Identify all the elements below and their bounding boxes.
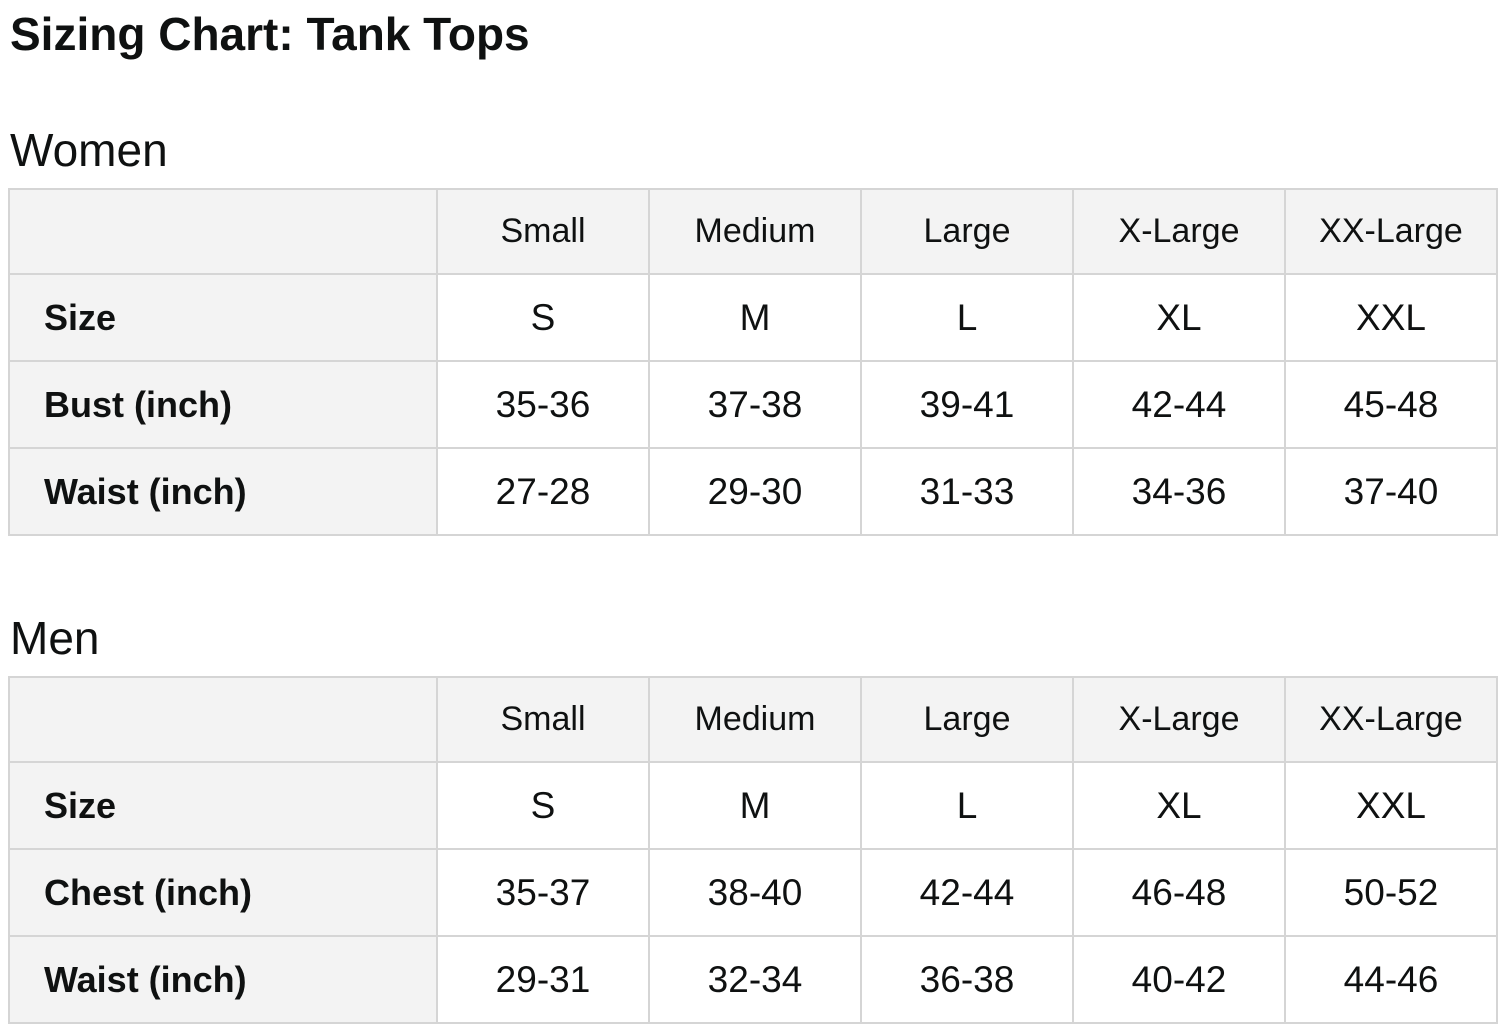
row-label-size: Size — [8, 761, 438, 850]
men-column-header-x-large: X-Large — [1072, 676, 1286, 763]
women-bust-row: Bust (inch) 35-36 37-38 39-41 42-44 45-4… — [8, 360, 1498, 449]
section-heading-men: Men — [10, 612, 100, 664]
table-cell: M — [648, 273, 862, 362]
table-cell: 34-36 — [1072, 447, 1286, 536]
women-column-header-small: Small — [436, 188, 650, 275]
table-cell: 50-52 — [1284, 848, 1498, 937]
table-cell: 35-37 — [436, 848, 650, 937]
men-size-row: Size S M L XL XXL — [8, 761, 1498, 850]
table-cell: 35-36 — [436, 360, 650, 449]
men-waist-row: Waist (inch) 29-31 32-34 36-38 40-42 44-… — [8, 935, 1498, 1024]
table-cell: XL — [1072, 273, 1286, 362]
row-label-size: Size — [8, 273, 438, 362]
women-column-header-xx-large: XX-Large — [1284, 188, 1498, 275]
table-cell: L — [860, 273, 1074, 362]
table-cell: 37-38 — [648, 360, 862, 449]
women-column-header-large: Large — [860, 188, 1074, 275]
table-cell: 39-41 — [860, 360, 1074, 449]
women-waist-row: Waist (inch) 27-28 29-30 31-33 34-36 37-… — [8, 447, 1498, 536]
table-cell: 45-48 — [1284, 360, 1498, 449]
table-cell: XL — [1072, 761, 1286, 850]
women-column-header-x-large: X-Large — [1072, 188, 1286, 275]
women-sizing-table: Small Medium Large X-Large XX-Large Size… — [8, 188, 1498, 536]
table-cell: 44-46 — [1284, 935, 1498, 1024]
row-label-waist: Waist (inch) — [8, 447, 438, 536]
table-cell: L — [860, 761, 1074, 850]
men-table-header-row: Small Medium Large X-Large XX-Large — [8, 676, 1498, 763]
table-cell: 32-34 — [648, 935, 862, 1024]
row-label-bust: Bust (inch) — [8, 360, 438, 449]
men-column-header-medium: Medium — [648, 676, 862, 763]
table-cell: S — [436, 761, 650, 850]
table-cell: 42-44 — [860, 848, 1074, 937]
men-sizing-table: Small Medium Large X-Large XX-Large Size… — [8, 676, 1498, 1024]
men-column-header-large: Large — [860, 676, 1074, 763]
table-cell: S — [436, 273, 650, 362]
table-cell: 36-38 — [860, 935, 1074, 1024]
men-column-header-xx-large: XX-Large — [1284, 676, 1498, 763]
table-cell: 27-28 — [436, 447, 650, 536]
table-cell: M — [648, 761, 862, 850]
women-corner-cell — [8, 188, 438, 275]
table-cell: 37-40 — [1284, 447, 1498, 536]
women-table-header-row: Small Medium Large X-Large XX-Large — [8, 188, 1498, 275]
men-chest-row: Chest (inch) 35-37 38-40 42-44 46-48 50-… — [8, 848, 1498, 937]
row-label-chest: Chest (inch) — [8, 848, 438, 937]
table-cell: 29-31 — [436, 935, 650, 1024]
table-cell: 46-48 — [1072, 848, 1286, 937]
table-cell: 38-40 — [648, 848, 862, 937]
men-corner-cell — [8, 676, 438, 763]
table-cell: 42-44 — [1072, 360, 1286, 449]
table-cell: XXL — [1284, 273, 1498, 362]
table-cell: 29-30 — [648, 447, 862, 536]
women-column-header-medium: Medium — [648, 188, 862, 275]
table-cell: XXL — [1284, 761, 1498, 850]
row-label-waist: Waist (inch) — [8, 935, 438, 1024]
men-column-header-small: Small — [436, 676, 650, 763]
table-cell: 40-42 — [1072, 935, 1286, 1024]
page-title: Sizing Chart: Tank Tops — [10, 8, 530, 60]
section-heading-women: Women — [10, 124, 168, 176]
women-size-row: Size S M L XL XXL — [8, 273, 1498, 362]
table-cell: 31-33 — [860, 447, 1074, 536]
